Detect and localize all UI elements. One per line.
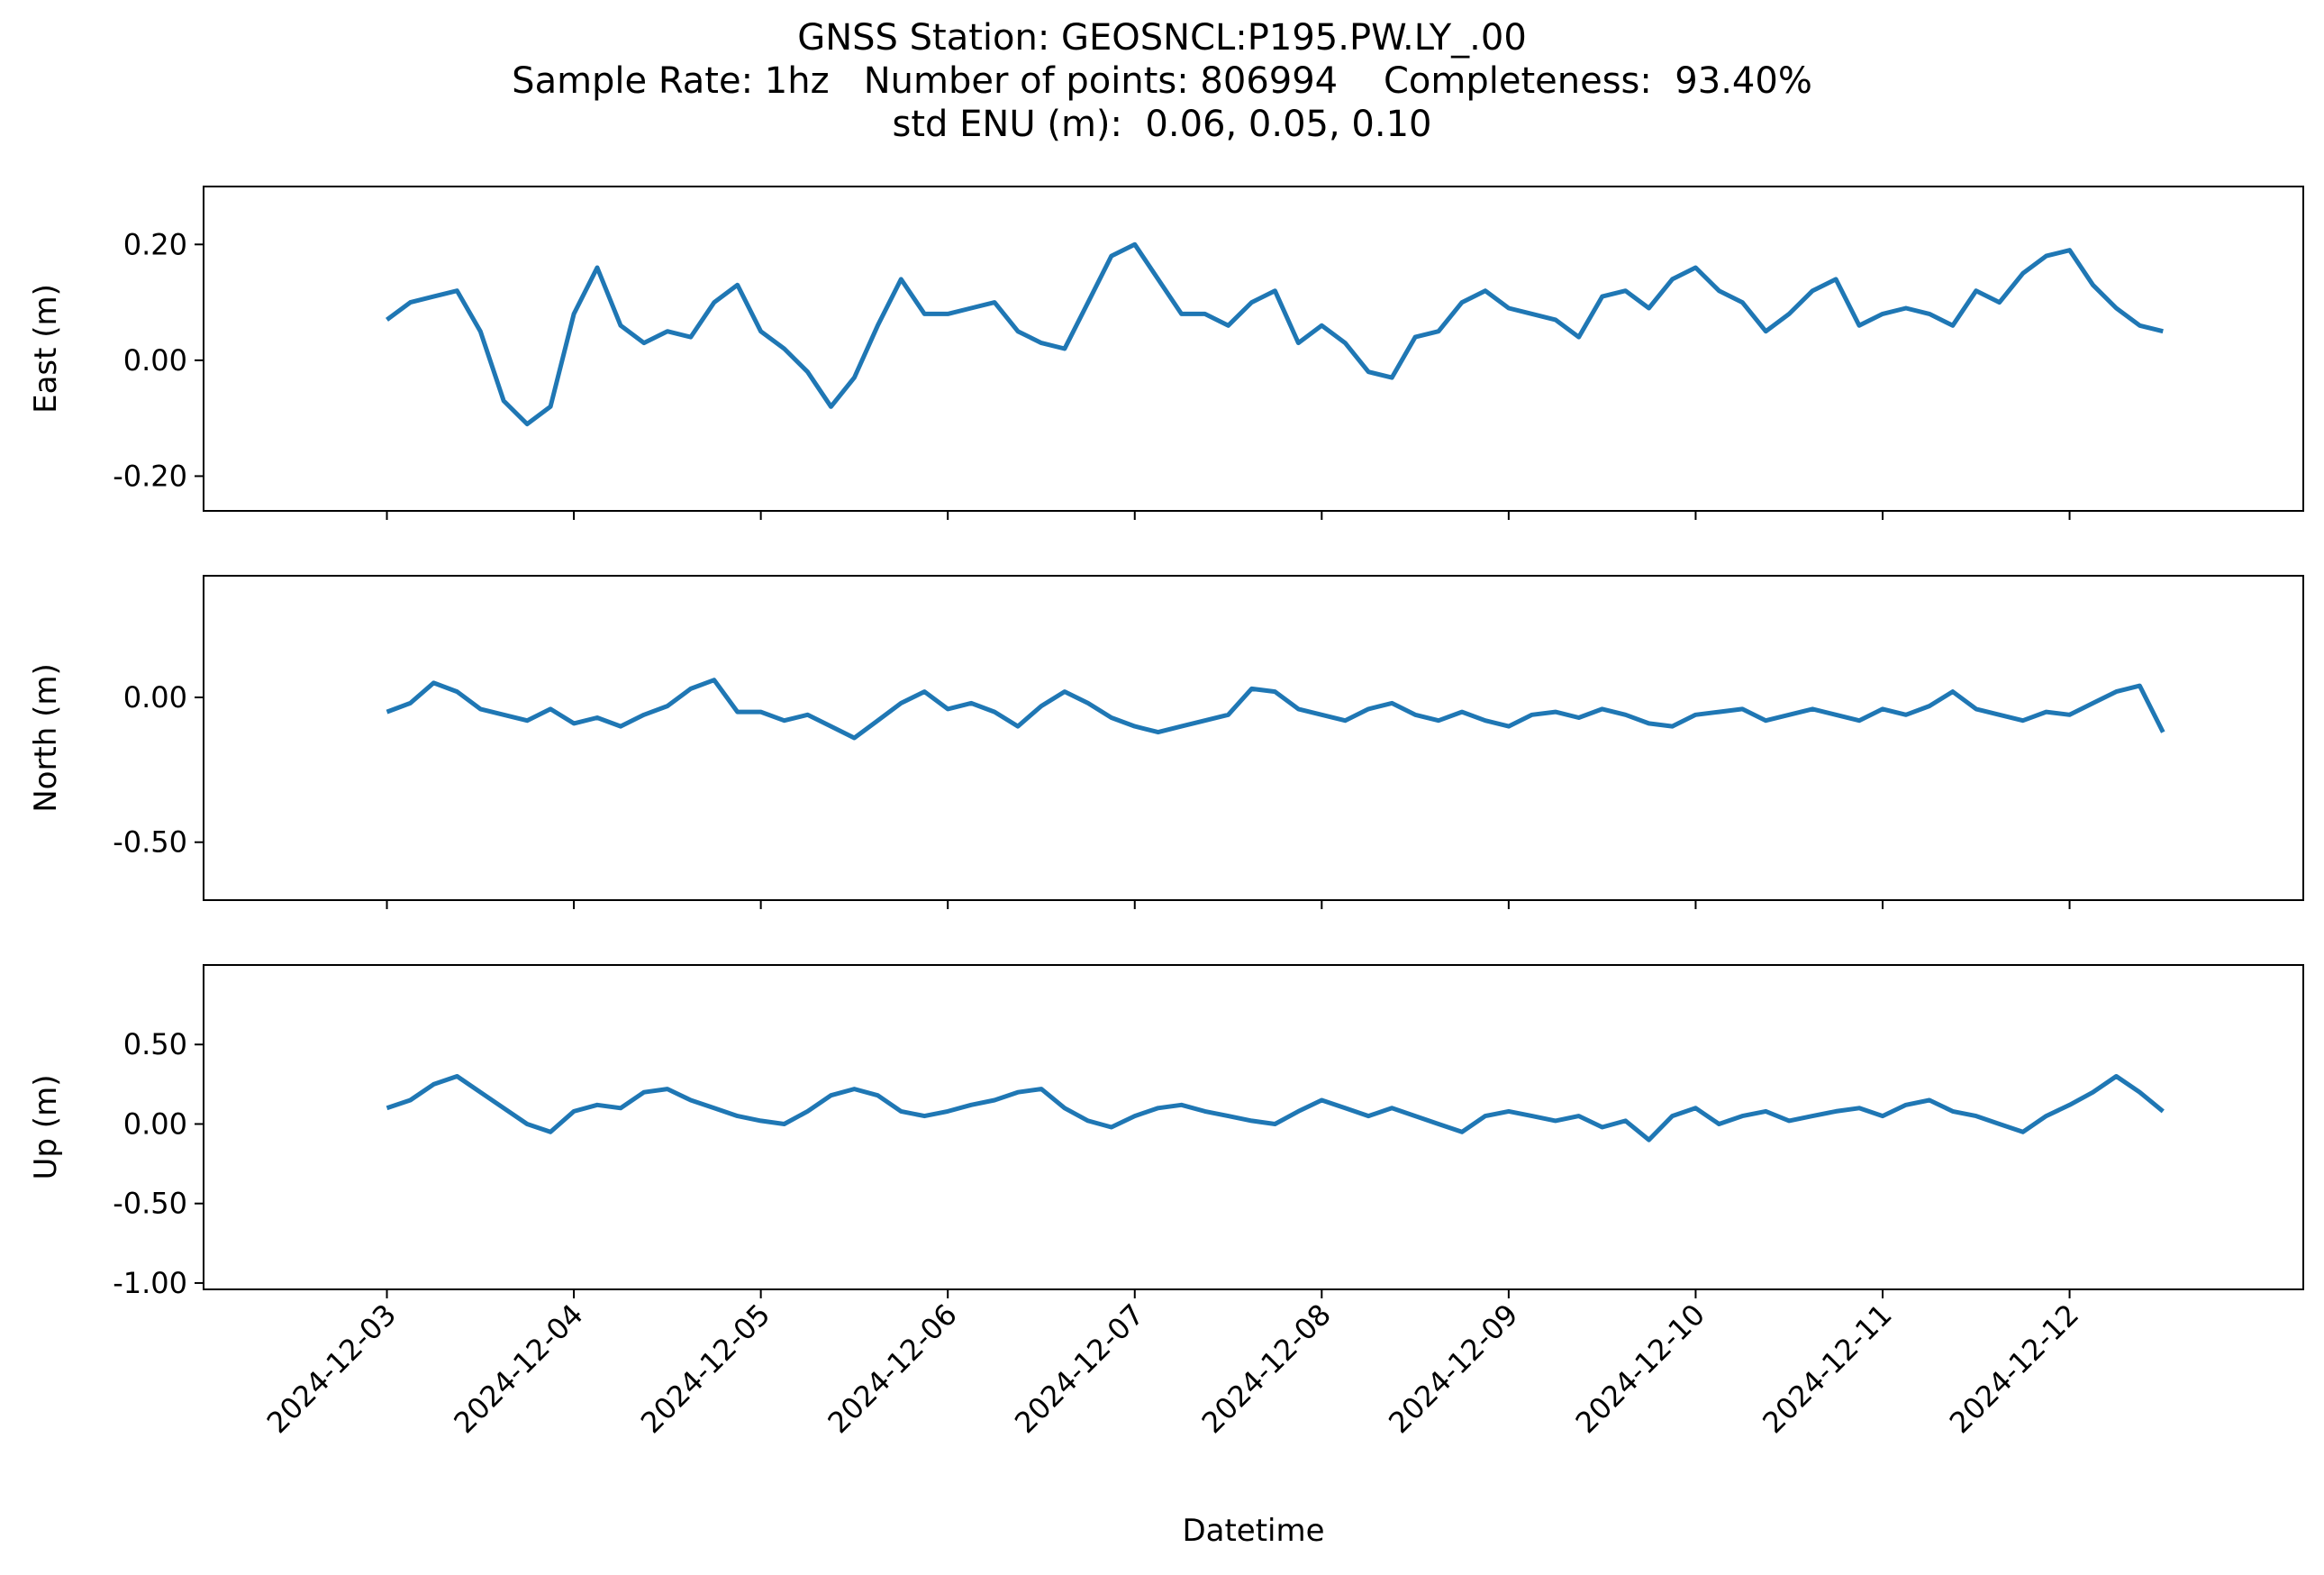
xtick-label: 2024-12-06 [821,1297,963,1440]
figure-title: GNSS Station: GEOSNCL:P195.PW.LY_.00 Sam… [0,16,2324,146]
xtick-label: 2024-12-07 [1008,1297,1150,1440]
up-ytick-label: -0.50 [113,1187,187,1221]
title-line-station: GNSS Station: GEOSNCL:P195.PW.LY_.00 [797,17,1527,59]
up-series-line [386,1074,2165,1143]
north-ylabel: North (m) [28,663,64,813]
xtick-label: 2024-12-12 [1943,1297,2085,1440]
north-ytick-label: 0.00 [123,680,187,715]
panel-up: -1.00 -0.50 0.00 0.50 Up (m) 2024-12-03 2024-1… [28,964,2304,1549]
east-ytick-label: -0.20 [113,459,187,493]
east-ytick-label: 0.20 [123,227,187,261]
panel-north: -0.50 0.00 North (m) [28,575,2304,909]
xtick-label: 2024-12-03 [260,1297,403,1440]
xtick-label: 2024-12-05 [634,1297,776,1440]
title-line-std-enu: std ENU (m): 0.06, 0.05, 0.10 [892,104,1432,145]
title-line-sample-info: Sample Rate: 1hz Number of points: 80699… [512,60,1812,102]
east-ytick-label: 0.00 [123,343,187,378]
up-axes-frame [203,964,2304,1290]
north-ytick-label: -0.50 [113,825,187,860]
xtick-label: 2024-12-09 [1382,1297,1524,1440]
panel-east: -0.20 0.00 0.20 East (m) [28,186,2304,520]
up-ylabel: Up (m) [28,1075,64,1180]
east-series-line [386,241,2164,427]
east-axes-frame [203,186,2304,512]
east-ylabel: East (m) [28,284,64,414]
north-series-line [386,678,2165,741]
up-ytick-label: 0.50 [123,1027,187,1061]
xtick-label: 2024-12-08 [1195,1297,1338,1440]
up-ytick-label: 0.00 [123,1106,187,1141]
xlabel: Datetime [1182,1513,1324,1549]
xtick-label: 2024-12-04 [447,1297,589,1440]
xtick-label: 2024-12-11 [1756,1297,1898,1440]
up-ytick-label: -1.00 [113,1266,187,1300]
north-axes-frame [203,575,2304,901]
xtick-label: 2024-12-10 [1569,1297,1711,1440]
